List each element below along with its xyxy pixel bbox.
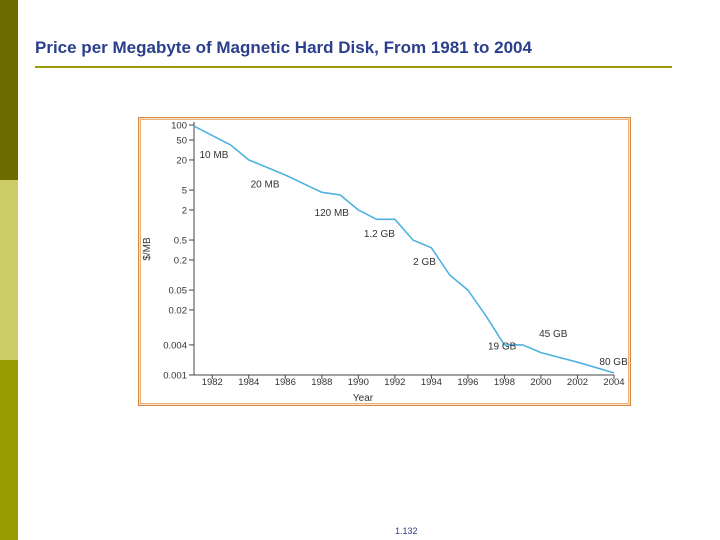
y-tick-label: 0.05: [169, 286, 188, 297]
capacity-annotation: 45 GB: [539, 329, 568, 340]
chart-frame: [138, 117, 631, 406]
x-tick-label: 1992: [384, 377, 405, 388]
series-line: [193, 125, 615, 374]
x-tick-label: 1998: [494, 377, 515, 388]
x-tick-label: 2000: [530, 377, 551, 388]
capacity-annotation: 2 GB: [413, 257, 436, 268]
x-tick-label: 1986: [275, 377, 296, 388]
y-tick-label: 20: [176, 155, 187, 166]
title-underline: [35, 66, 672, 68]
capacity-annotation: 20 MB: [251, 180, 280, 191]
y-tick-label: 100: [171, 121, 187, 132]
y-tick-label: 0.004: [163, 340, 187, 351]
y-axis-label: $/MB: [142, 237, 153, 261]
x-tick-label: 1982: [202, 377, 223, 388]
price-per-mb-chart: 100 50 20 5 2 0.5 0.2 0.05 0.02 0.004 0.001 1982 19…: [138, 117, 631, 406]
x-tick-label: 1990: [348, 377, 369, 388]
capacity-annotation: 10 MB: [199, 150, 228, 161]
x-tick-label: 1988: [311, 377, 332, 388]
capacity-annotation: 19 GB: [488, 342, 517, 353]
capacity-annotation: 1.2 GB: [364, 229, 395, 240]
x-axis-label: Year: [353, 393, 374, 404]
y-tick-label: 0.2: [174, 255, 187, 266]
x-tick-label: 2004: [603, 377, 624, 388]
capacity-annotation: 80 GB: [599, 357, 628, 368]
y-tick-label: 2: [182, 205, 187, 216]
y-tick-label: 0.5: [174, 236, 187, 247]
slide-title: Price per Megabyte of Magnetic Hard Disk…: [35, 38, 532, 57]
side-bar-dark: [0, 0, 18, 180]
chart-inner-frame: [140, 119, 629, 404]
y-tick-label: 0.001: [163, 371, 187, 382]
x-tick-label: 2002: [567, 377, 588, 388]
capacity-annotation: 120 MB: [315, 208, 350, 219]
page-number: 1.132: [395, 526, 418, 536]
side-bar-light: [0, 180, 18, 360]
y-tick-label: 0.02: [169, 305, 188, 316]
side-bar-olive: [0, 360, 18, 540]
x-tick-label: 1996: [457, 377, 478, 388]
x-tick-label: 1984: [238, 377, 259, 388]
y-tick-label: 5: [182, 186, 187, 197]
x-tick-label: 1994: [421, 377, 442, 388]
y-tick-label: 50: [176, 136, 187, 147]
